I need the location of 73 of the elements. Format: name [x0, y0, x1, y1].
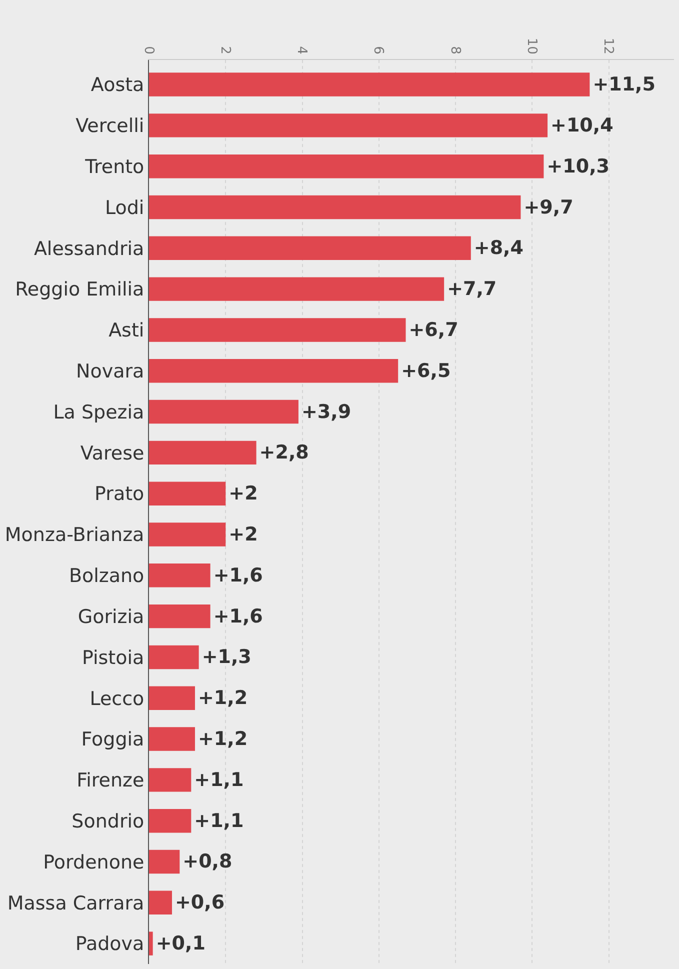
bar [149, 564, 210, 588]
y-tick-label: Alessandria [34, 238, 144, 260]
y-tick-label: Massa Carrara [7, 892, 144, 914]
data-label: +1,1 [194, 768, 244, 791]
bar [149, 440, 256, 465]
bar [149, 72, 590, 96]
y-tick-label: Foggia [81, 728, 144, 751]
bar [149, 768, 192, 792]
y-tick-label: Pordenone [43, 851, 144, 874]
y-tick-label: Lodi [104, 196, 144, 219]
bar [149, 277, 444, 301]
data-label: +1,2 [198, 687, 248, 710]
y-tick-label: Monza-Brianza [4, 524, 144, 546]
data-label: +10,3 [546, 155, 610, 178]
bar [149, 645, 199, 670]
data-label: +6,5 [401, 360, 451, 382]
data-label: +7,7 [447, 278, 497, 300]
y-tick-label: Gorizia [78, 606, 144, 628]
data-label: +1,1 [194, 810, 244, 832]
x-tick-label: 8 [447, 46, 462, 54]
data-label: +8,4 [474, 237, 524, 260]
bar [149, 400, 298, 424]
data-label: +6,7 [408, 318, 458, 341]
x-tick-label: 12 [600, 38, 616, 54]
y-tick-label: Bolzano [68, 565, 144, 588]
bar [149, 359, 398, 383]
y-tick-label: Prato [94, 483, 144, 506]
y-tick-label: Vercelli [76, 115, 144, 138]
data-label: +1,6 [213, 605, 263, 628]
y-tick-label: Padova [75, 933, 144, 956]
data-label: +0,6 [174, 892, 225, 914]
data-label: +1,6 [213, 564, 263, 586]
y-tick-label: Lecco [90, 688, 144, 710]
bar [149, 727, 195, 751]
bar [149, 154, 544, 178]
data-label: +9,7 [524, 196, 574, 218]
x-tick-label: 4 [294, 46, 310, 54]
y-tick-label: La Spezia [53, 401, 144, 424]
bar [149, 114, 548, 138]
data-label: +2,8 [259, 442, 309, 464]
y-tick-label: Reggio Emilia [15, 278, 144, 301]
data-label: +0,1 [156, 932, 206, 955]
y-tick-label: Trento [84, 156, 144, 178]
y-tick-label: Sondrio [72, 810, 144, 832]
bar [149, 890, 172, 914]
data-label: +11,5 [592, 74, 656, 96]
data-label: +2 [228, 524, 258, 546]
bar [149, 236, 471, 260]
data-label: +1,2 [198, 728, 248, 750]
x-tick-label: 10 [524, 38, 539, 54]
data-label: +10,4 [550, 114, 614, 136]
bar [149, 850, 180, 874]
data-label: +3,9 [301, 400, 352, 423]
bar [149, 932, 153, 956]
y-tick-label: Pistoia [82, 646, 144, 669]
x-tick-label: 0 [140, 46, 156, 54]
data-label: +0,8 [182, 850, 232, 873]
x-tick-label: 2 [217, 46, 232, 54]
bar [149, 522, 226, 546]
bar [149, 604, 210, 628]
y-tick-label: Firenze [76, 770, 144, 792]
y-tick-label: Varese [80, 442, 144, 464]
data-label: +1,3 [202, 646, 252, 668]
y-tick-label: Novara [76, 360, 144, 383]
data-label: +2 [228, 482, 258, 505]
bar [149, 318, 406, 342]
bar [149, 482, 226, 506]
y-tick-label: Asti [108, 320, 144, 342]
bar [149, 686, 195, 710]
bar [149, 195, 521, 220]
bar [149, 808, 192, 833]
x-tick-label: 6 [370, 46, 386, 54]
y-tick-label: Aosta [90, 74, 144, 96]
